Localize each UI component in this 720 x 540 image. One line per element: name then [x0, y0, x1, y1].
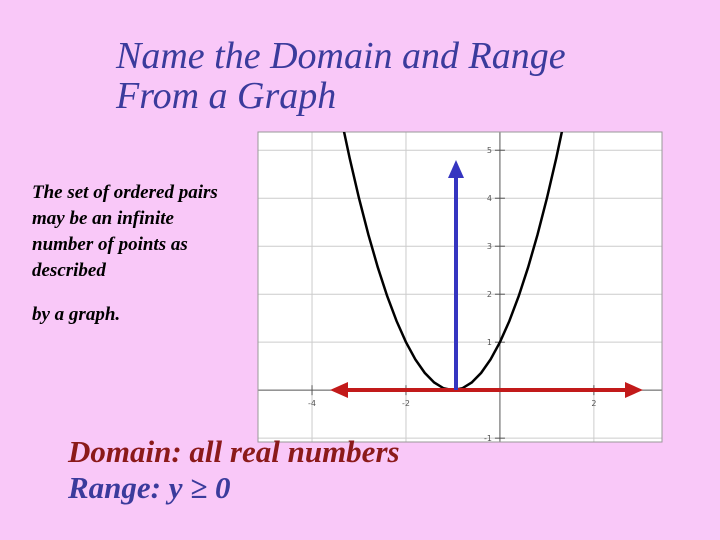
body-text: by a graph.	[32, 304, 121, 325]
title: Name the Domain and Range	[116, 35, 566, 77]
y-tick-label: -1	[484, 434, 492, 443]
plot-area	[258, 132, 662, 442]
domain-arrow-head	[330, 382, 348, 398]
body-text: may be an infinite	[32, 208, 174, 229]
body-text: number of points as	[32, 234, 188, 255]
y-tick-label: 4	[487, 194, 492, 203]
x-tick-label: -4	[308, 399, 316, 408]
domain-arrow-head	[625, 382, 643, 398]
y-tick-label: 2	[487, 290, 492, 299]
x-tick-label: -2	[402, 399, 410, 408]
y-tick-label: 5	[487, 146, 492, 155]
body-text: The set of ordered pairs	[32, 182, 218, 203]
y-tick-label: 3	[487, 242, 492, 251]
y-tick-label: 1	[487, 338, 492, 347]
x-tick-label: 2	[591, 399, 596, 408]
range-arrow-head	[448, 160, 464, 178]
range-text: Range: y ≥ 0	[68, 470, 231, 505]
plot-border	[257, 131, 663, 443]
body-text: described	[32, 260, 106, 281]
title: From a Graph	[116, 75, 337, 117]
domain-text: Domain: all real numbers	[68, 434, 400, 469]
